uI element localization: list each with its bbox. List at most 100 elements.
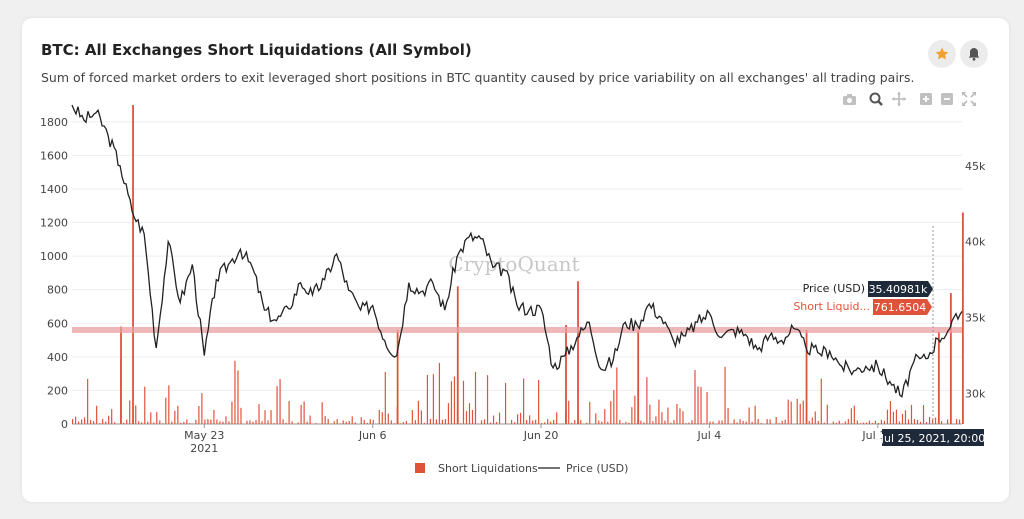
liquidation-bar — [153, 422, 155, 424]
liquidation-bar — [781, 420, 783, 424]
liquidation-bar — [255, 420, 257, 424]
liquidation-bar — [697, 386, 699, 424]
liquidation-bar — [147, 421, 149, 424]
liquidation-bar — [348, 421, 350, 424]
liquidation-bar — [198, 405, 200, 424]
liquidation-bar — [111, 409, 113, 424]
liquidation-bar — [784, 419, 786, 424]
liquidation-bar — [195, 419, 197, 424]
liquidation-bar — [285, 422, 287, 424]
liquidation-bar — [520, 412, 522, 424]
liquidation-bar — [162, 423, 164, 424]
liquidation-bar — [216, 419, 218, 424]
liquidation-bar — [802, 400, 804, 424]
liquidation-bar — [844, 421, 846, 424]
liquidation-bar — [390, 420, 392, 424]
liquidation-bar — [895, 409, 898, 424]
chart-title: BTC: All Exchanges Short Liquidations (A… — [41, 41, 472, 59]
liquidation-bar — [880, 419, 883, 424]
hover-date: Jul 25, 2021, 20:00 — [880, 432, 985, 445]
liquidation-bar — [345, 421, 347, 424]
camera-icon[interactable] — [843, 94, 856, 105]
y-tick-label-left: 1000 — [40, 250, 68, 263]
chart-subtitle: Sum of forced market orders to exit leve… — [41, 70, 915, 85]
liquidation-bar — [258, 404, 260, 424]
liquidation-bar — [342, 420, 344, 424]
liquidation-bar — [622, 423, 624, 424]
liquidation-bar — [919, 421, 922, 424]
liquidation-bar — [769, 419, 771, 424]
liquidation-bar — [363, 419, 365, 424]
liquidation-bar — [865, 422, 867, 424]
liquidation-bar — [826, 404, 828, 424]
liquidation-bar — [838, 420, 840, 424]
liquidation-bar — [778, 423, 780, 424]
liquidation-bar — [673, 420, 675, 424]
liquidation-bar — [877, 422, 880, 424]
liquidation-bar — [871, 422, 873, 424]
liquidation-bar — [931, 419, 934, 424]
zoom-in-icon[interactable] — [920, 93, 932, 105]
liquidation-bar — [276, 386, 278, 424]
liquidation-bar — [859, 423, 861, 424]
y-tick-label-left: 400 — [47, 351, 68, 364]
liquidation-bar — [168, 385, 170, 424]
liquidation-bar — [745, 421, 747, 424]
liquidation-bar — [907, 419, 910, 424]
liquidation-bar — [607, 421, 609, 424]
liquidation-bar — [760, 423, 762, 424]
favorite-button[interactable] — [928, 40, 956, 68]
liquidation-bar — [321, 402, 323, 424]
zoom-icon[interactable] — [869, 92, 883, 106]
hover-liq-label: Short Liquid... — [793, 300, 870, 313]
liquidation-bar — [510, 420, 513, 424]
liquidation-bar — [360, 417, 362, 424]
liquidation-bar — [706, 392, 708, 424]
liquidation-bar — [378, 409, 380, 424]
liquidation-bar — [604, 409, 606, 424]
liquidation-bar — [874, 420, 877, 424]
highlight-band — [72, 326, 962, 333]
autoscale-icon[interactable] — [962, 92, 976, 106]
liquidation-bar — [757, 419, 759, 424]
liquidation-bar — [535, 419, 537, 424]
liquidation-bar — [523, 378, 525, 424]
liquidation-bar — [249, 420, 251, 424]
liquidation-bar — [435, 419, 438, 424]
liquidation-bar — [862, 422, 864, 424]
watermark: CryptoQuant — [448, 252, 579, 276]
liquidation-bar — [625, 421, 627, 424]
liquidation-bar — [270, 410, 272, 424]
liquidation-bar — [78, 421, 80, 424]
liquidation-bar — [889, 401, 892, 424]
liquidation-bar — [432, 374, 435, 424]
liquidation-bar — [517, 414, 519, 424]
liquidation-bar — [381, 412, 383, 424]
liquidation-bar — [742, 420, 744, 424]
liquidation-bar — [727, 408, 729, 424]
liquidation-bar — [75, 416, 77, 424]
liquidation-bar — [189, 423, 191, 424]
liquidation-bar — [619, 419, 621, 424]
zoom-out-icon[interactable] — [941, 93, 953, 105]
pan-icon[interactable] — [892, 92, 906, 106]
liquidation-bar — [474, 371, 477, 424]
liquidation-bar — [150, 412, 152, 424]
alert-button[interactable] — [960, 40, 988, 68]
liquidation-bar — [339, 423, 341, 424]
liquidation-bar — [538, 380, 540, 424]
legend[interactable]: Short Liquidations Price (USD) — [415, 462, 628, 475]
liquidation-spike — [132, 105, 134, 424]
liquidation-bar — [700, 386, 702, 424]
x-tick-label: Jun 6 — [358, 429, 387, 442]
liquidation-bar — [138, 421, 140, 424]
liquidation-bar — [595, 413, 597, 424]
liquidation-bar — [414, 420, 416, 424]
liquidation-bar — [411, 410, 413, 424]
liquidation-bar — [351, 416, 353, 424]
liquidation-bar — [655, 416, 657, 424]
liquidation-bar — [87, 378, 89, 424]
liquidation-bar — [462, 380, 465, 424]
liquidation-bar — [571, 422, 573, 424]
liquidation-bar — [916, 419, 919, 424]
